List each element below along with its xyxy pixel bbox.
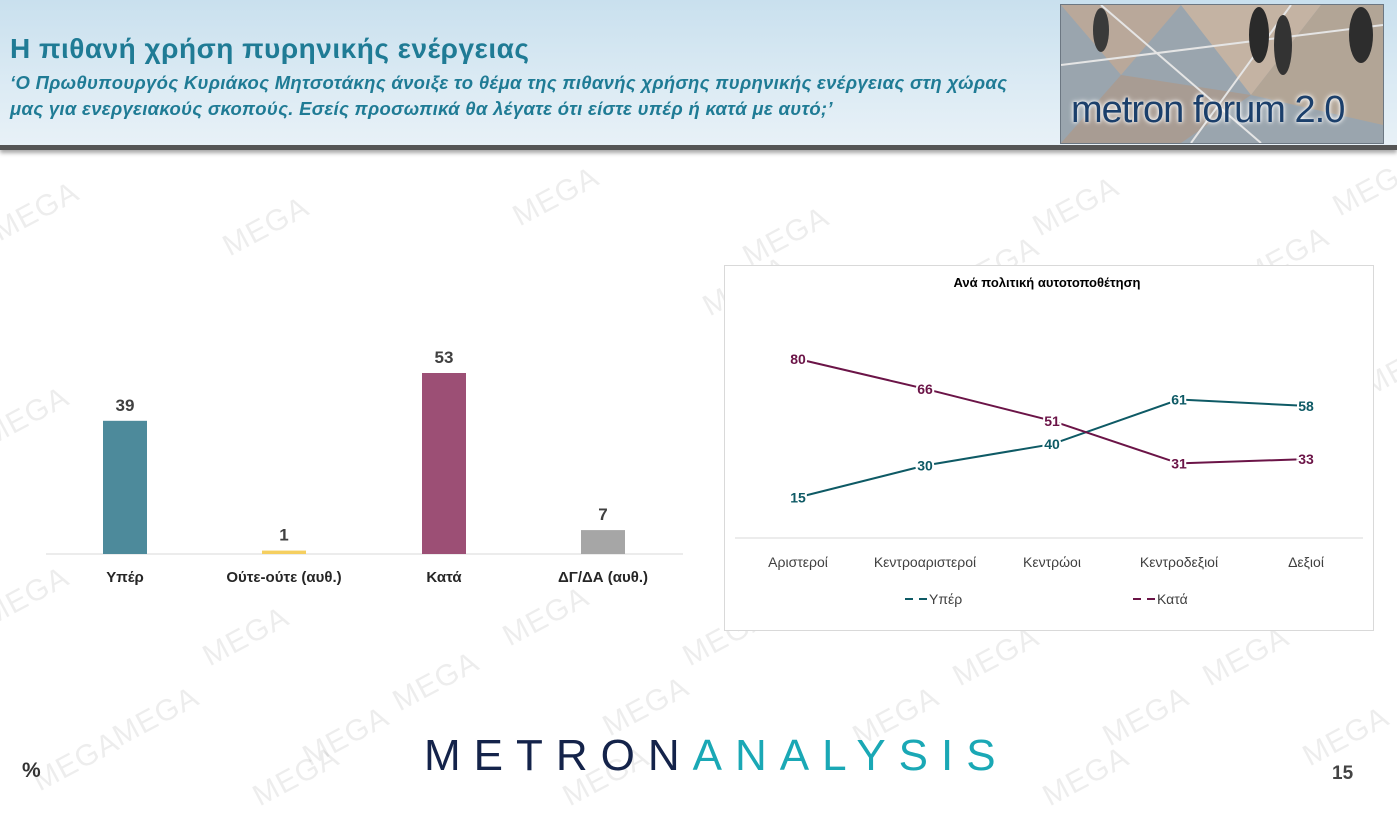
line-category-label: Δεξιοί	[1288, 554, 1324, 570]
bar	[262, 551, 306, 554]
legend-label: Υπέρ	[929, 591, 962, 607]
watermark-text: MEGA	[197, 600, 295, 673]
watermark-text: MEGA	[297, 700, 395, 773]
line-category-label: Κεντροδεξιοί	[1140, 554, 1218, 570]
watermark-text: MEGA	[947, 620, 1045, 693]
watermark-text: MEGA	[247, 740, 345, 813]
series-data-label: 15	[790, 489, 806, 505]
bar-category-label: Ούτε-ούτε (αυθ.)	[226, 569, 341, 586]
watermark-text: MEGA	[507, 160, 605, 233]
percent-label: %	[22, 759, 41, 783]
bar-category-label: Κατά	[426, 569, 462, 586]
bar-value-label: 53	[435, 348, 454, 367]
page-title: Η πιθανή χρήση πυρηνικής ενέργειας	[10, 33, 529, 65]
line-category-label: Αριστεροί	[768, 554, 828, 570]
series-data-label: 51	[1044, 413, 1060, 429]
watermark-text: MEGA	[387, 645, 485, 718]
line-category-label: Κεντροαριστεροί	[874, 554, 976, 570]
watermark-text: MEGA	[27, 725, 125, 798]
series-data-label: 30	[917, 458, 933, 474]
logo-text: metron forum 2.0	[1071, 89, 1344, 132]
watermark-text: MEGA	[0, 175, 85, 248]
bar-value-label: 7	[598, 505, 607, 524]
series-data-label: 61	[1171, 391, 1187, 407]
brand-right: ANALYSIS	[693, 731, 1009, 780]
metron-analysis-logo: METRONANALYSIS	[424, 731, 1009, 781]
brand-left: METRON	[424, 731, 693, 780]
line-chart-panel: Ανά πολιτική αυτοτοποθέτηση Αριστεροί Κεντ…	[724, 265, 1374, 631]
watermark-text: MEGA	[1027, 170, 1125, 243]
survey-question: ‘Ο Πρωθυπουργός Κυριάκος Μητσοτάκης άνοι…	[10, 70, 1040, 122]
bar-value-label: 39	[116, 396, 135, 415]
series-data-label: 33	[1298, 451, 1314, 467]
series-data-label: 58	[1298, 398, 1314, 414]
series-data-label: 66	[917, 381, 933, 397]
bar-category-label: Υπέρ	[106, 569, 144, 586]
bar-category-label: ΔΓ/ΔΑ (αυθ.)	[558, 569, 648, 586]
watermark-text: MEGA	[1197, 620, 1295, 693]
series-data-label: 80	[790, 351, 806, 367]
line-category-label: Κεντρώοι	[1023, 554, 1081, 570]
watermark-text: MEGA	[1037, 740, 1135, 813]
watermark-text: MEGA	[217, 190, 315, 263]
page-number: 15	[1332, 763, 1353, 785]
metron-forum-logo: metron forum 2.0	[1060, 4, 1384, 144]
line-chart: Ανά πολιτική αυτοτοποθέτηση Αριστεροί Κεντ…	[725, 266, 1373, 630]
line-chart-title: Ανά πολιτική αυτοτοποθέτηση	[954, 275, 1141, 290]
bar-value-label: 1	[279, 526, 288, 545]
watermark-text: MEGA	[737, 200, 835, 273]
series-data-label: 40	[1044, 436, 1060, 452]
series-data-label: 31	[1171, 455, 1187, 471]
watermark-text: MEGA	[1097, 680, 1195, 753]
bar-chart: 39 Υπέρ 1 Ούτε-ούτε (αυθ.) 53 Κατά 7 ΔΓ/ΔΑ (αυθ…	[0, 330, 700, 600]
legend-label: Κατά	[1157, 591, 1188, 607]
bar	[581, 530, 625, 554]
bar	[103, 421, 147, 554]
header-banner: Η πιθανή χρήση πυρηνικής ενέργειας ‘Ο Πρ…	[0, 0, 1397, 150]
watermark-text: MEGA	[1327, 150, 1397, 223]
bar	[422, 373, 466, 554]
watermark-text: MEGA	[107, 680, 205, 753]
